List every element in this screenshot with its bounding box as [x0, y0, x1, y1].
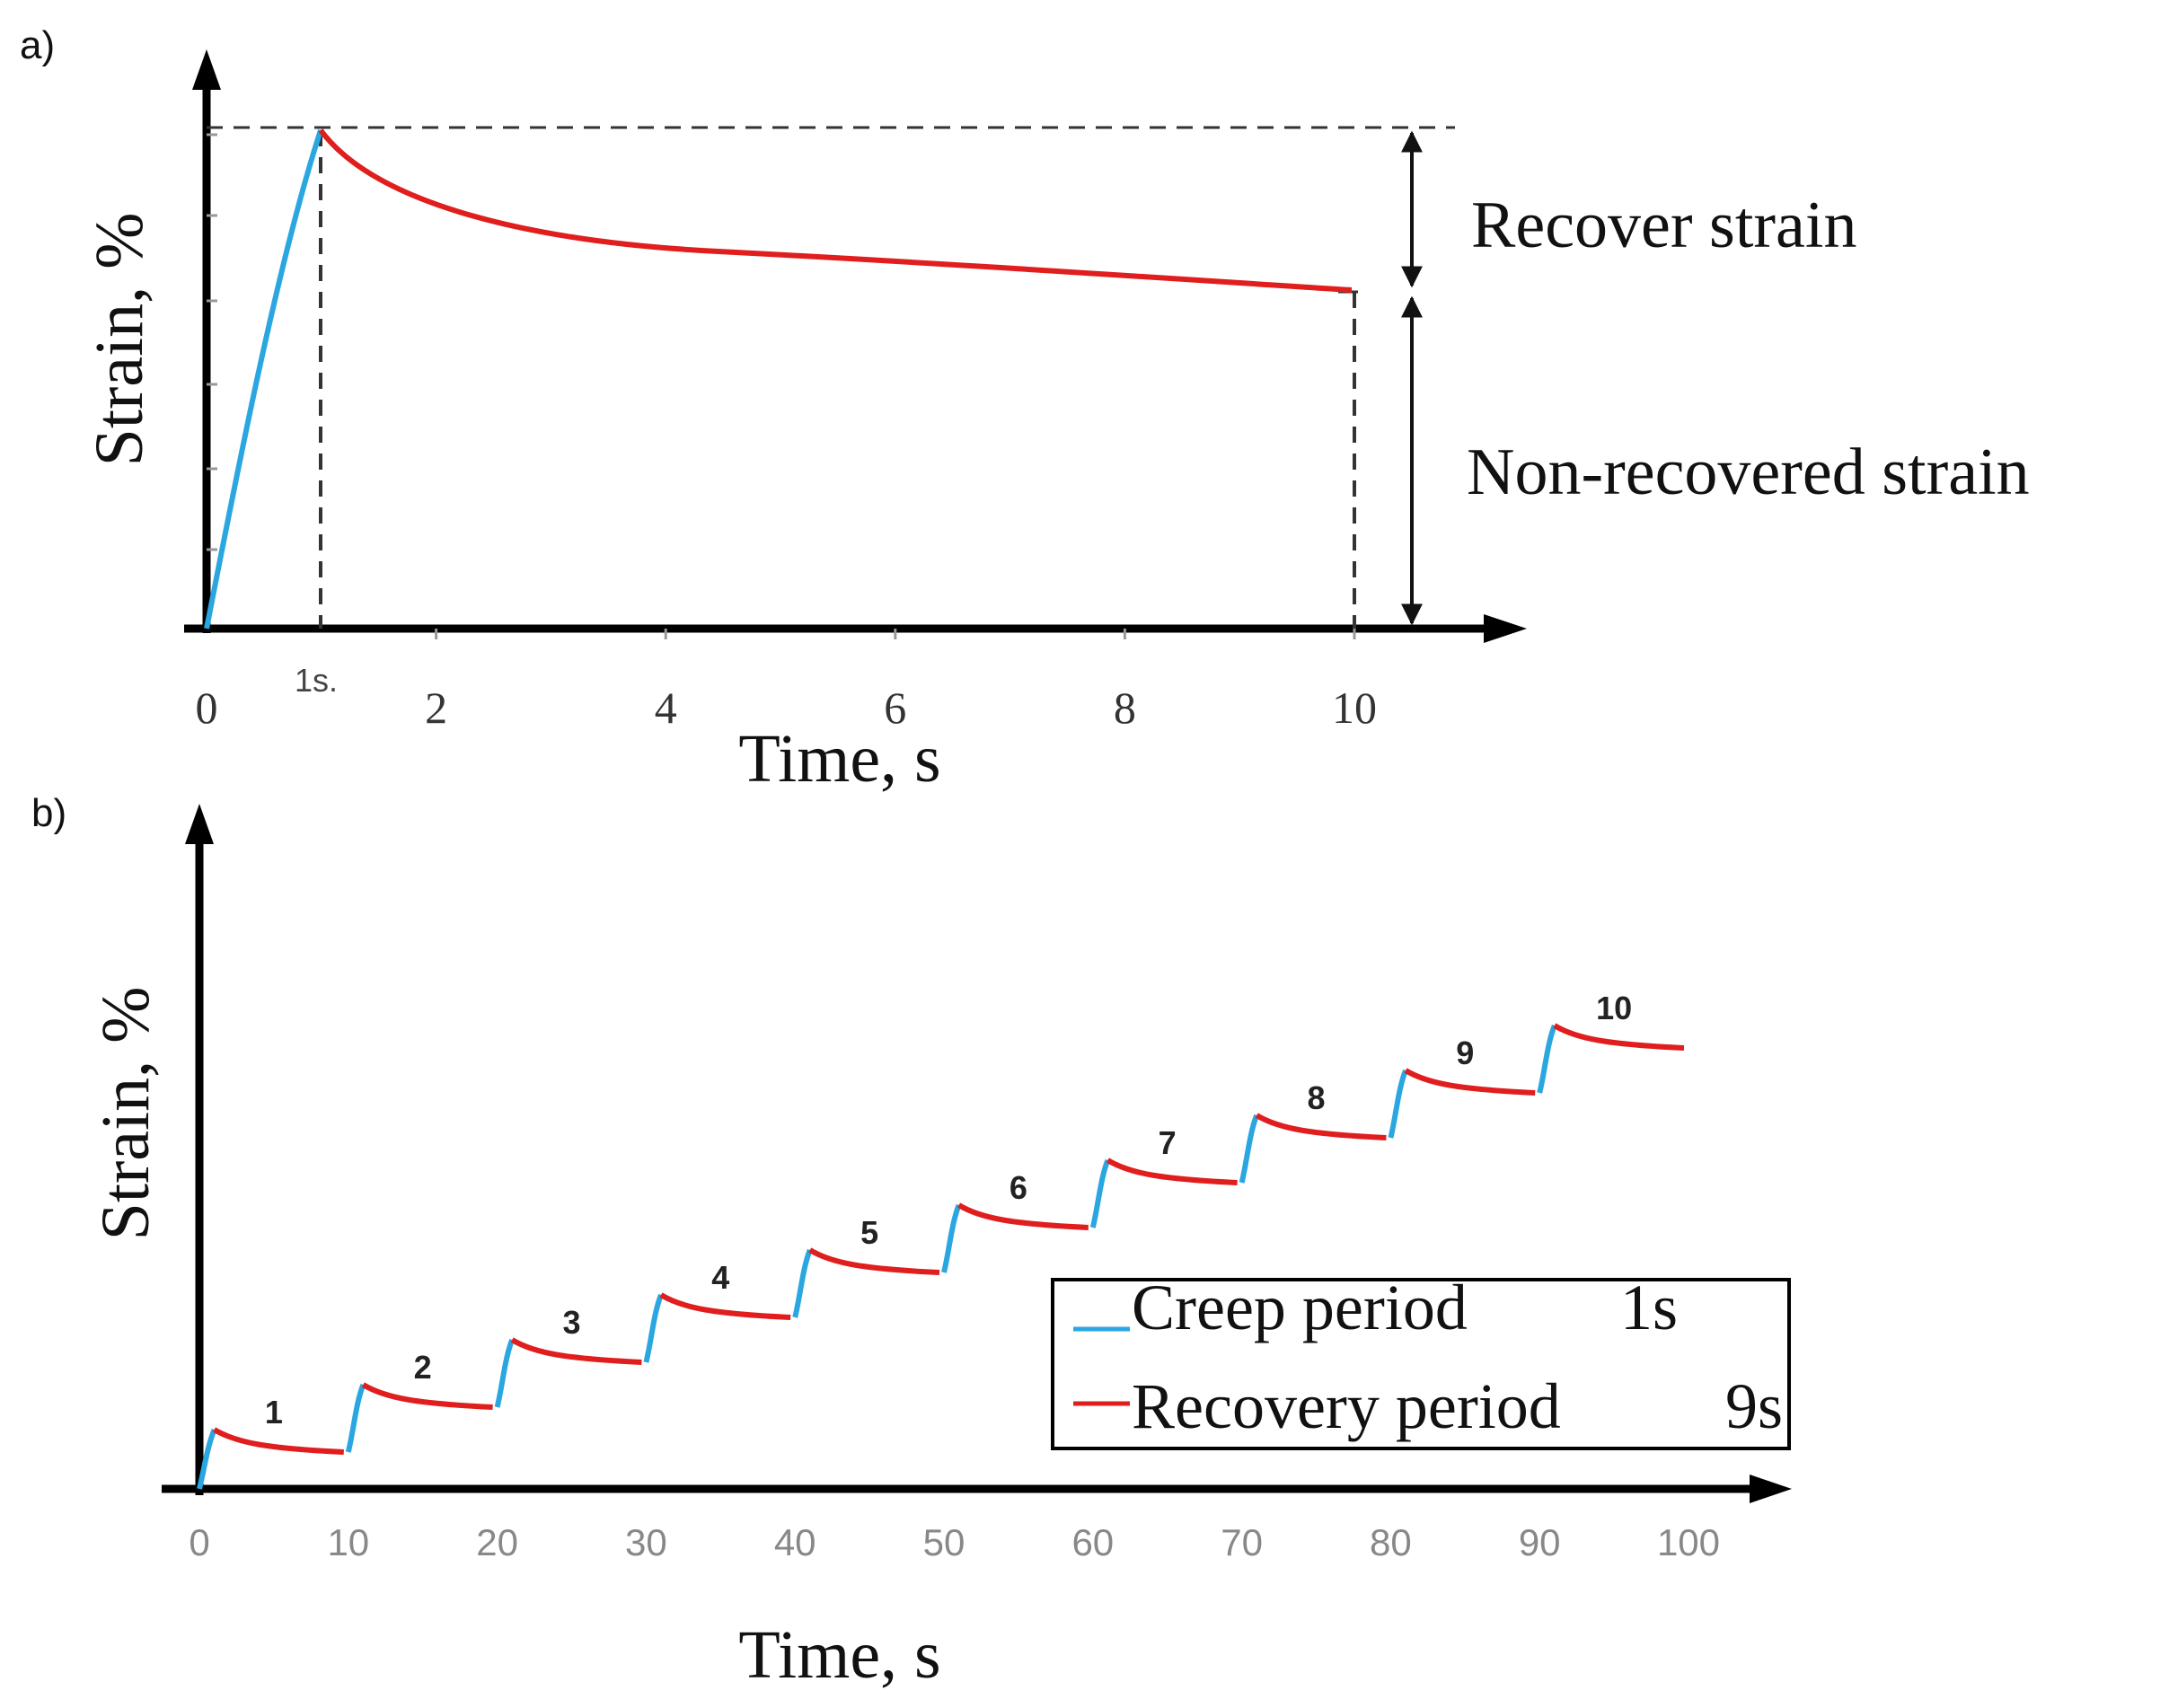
- panel-b-x-tick-label: 80: [1370, 1521, 1412, 1563]
- panel-a-x-tick-label: 10: [1332, 682, 1377, 733]
- panel-b-creep-segment: [345, 1383, 366, 1453]
- panel-a-recover-strain-label: Recover strain: [1471, 189, 1856, 262]
- panel-b-cycle-label: 3: [562, 1304, 580, 1341]
- panel-a-x-tick-label: 4: [655, 682, 677, 733]
- legend-creep-label: Creep period: [1132, 1272, 1468, 1343]
- panel-b-recovery-segment: [213, 1427, 344, 1455]
- panel-b-cycle-label: 4: [711, 1259, 729, 1296]
- panel-b-recovery-segment: [1255, 1113, 1387, 1140]
- panel-b-creep-segment: [792, 1248, 813, 1318]
- panel-b-cycle-label: 10: [1596, 990, 1632, 1026]
- panel-a-x-axis-arrow-icon: [1484, 614, 1527, 643]
- panel-a-creep-curve: [204, 129, 323, 629]
- panel-a-y-label: Strain, %: [82, 213, 157, 467]
- panel-b-x-tick-labels: 0 10 20 30 40 50 60 70 80 90 100: [189, 1521, 1720, 1563]
- panel-b-creep-segment: [1089, 1158, 1111, 1228]
- panel-a-recovery-curve: [318, 128, 1353, 293]
- panel-b-cycle-labels: 1 2 3 4 5 6 7 8 9 10: [265, 990, 1632, 1431]
- panel-a-x-tick-labels: 0 2 4 6 8 10: [196, 629, 1377, 733]
- panel-b-cycle-label: 8: [1307, 1079, 1325, 1116]
- panel-a-x-tick-label: 8: [1114, 682, 1136, 733]
- panel-b-x-axis-arrow-icon: [1750, 1475, 1792, 1503]
- panel-a-y-axis-arrow-icon: [192, 49, 221, 90]
- panel-a-x-tick-label: 2: [425, 682, 447, 733]
- panel-b-recovery-segment: [808, 1247, 940, 1275]
- panel-b-cycle-label: 6: [1010, 1169, 1027, 1206]
- panel-b-x-tick-label: 70: [1221, 1521, 1263, 1563]
- panel-b-creep-segment: [1239, 1114, 1259, 1184]
- panel-b-x-tick-label: 50: [923, 1521, 965, 1563]
- panel-b-label: b): [31, 791, 66, 835]
- panel-b-x-tick-label: 40: [774, 1521, 816, 1563]
- panel-b-y-label: Strain, %: [88, 987, 163, 1241]
- panel-b-creep-segment: [494, 1338, 515, 1408]
- panel-a-1s-tick-label: 1s.: [295, 662, 338, 699]
- panel-b-cycle-label: 2: [414, 1349, 432, 1386]
- panel-b-creep-segment: [643, 1293, 664, 1363]
- legend-recovery-label: Recovery period: [1132, 1370, 1561, 1442]
- panel-a: a) Recover strain Non-recovered strain: [20, 23, 2030, 797]
- panel-b-x-tick-label: 10: [327, 1521, 369, 1563]
- panel-b-x-label: Time, s: [738, 1617, 940, 1693]
- panel-b-x-tick-label: 60: [1071, 1521, 1114, 1563]
- panel-b-recovery-segment: [659, 1292, 791, 1320]
- panel-b-recovery-segment: [1553, 1023, 1685, 1051]
- panel-b-x-tick-label: 30: [625, 1521, 667, 1563]
- panel-a-x-tick-label: 0: [196, 682, 218, 733]
- panel-b-cycle-label: 5: [860, 1214, 878, 1251]
- panel-b-recovery-segment: [361, 1382, 493, 1410]
- panel-a-nonrecovered-strain-label: Non-recovered strain: [1467, 436, 2030, 509]
- panel-b-cycle-label: 1: [265, 1394, 283, 1431]
- panel-b-legend-box: [1051, 1278, 1791, 1450]
- panel-b-recovery-segment: [510, 1337, 642, 1365]
- panel-b-x-tick-label: 100: [1657, 1521, 1720, 1563]
- panel-b-x-tick-label: 90: [1519, 1521, 1561, 1563]
- panel-b-recovery-segment: [1404, 1068, 1536, 1096]
- legend-creep-value: 1s: [1620, 1272, 1678, 1343]
- panel-b-cycle-label: 9: [1456, 1034, 1474, 1071]
- panel-a-label: a): [20, 23, 55, 67]
- panel-b: b) 1 2 3 4 5 6 7 8 9 10 0 10 20 30 40 50 60 70 80 90 100 St…: [31, 791, 1792, 1693]
- panel-b-creep-segment: [1388, 1069, 1408, 1139]
- panel-b-x-tick-label: 0: [189, 1521, 209, 1563]
- panel-b-legend: Creep period 1s Recovery period 9s: [1051, 1272, 1791, 1450]
- panel-b-creep-segment: [941, 1203, 962, 1273]
- panel-b-creep-segment: [1537, 1024, 1557, 1094]
- panel-b-recovery-segment: [957, 1202, 1089, 1230]
- legend-recovery-value: 9s: [1725, 1370, 1783, 1442]
- panel-b-creep-segment: [197, 1428, 217, 1490]
- panel-a-y-ticks: [207, 133, 217, 551]
- panel-b-recovery-segment: [1106, 1158, 1238, 1185]
- panel-b-curves: [197, 1023, 1685, 1490]
- panel-b-y-axis-arrow-icon: [185, 804, 214, 844]
- panel-a-x-tick-label: 6: [884, 682, 906, 733]
- panel-a-x-label: Time, s: [738, 721, 940, 797]
- panel-b-cycle-label: 7: [1159, 1124, 1177, 1161]
- panel-b-x-tick-label: 20: [476, 1521, 518, 1563]
